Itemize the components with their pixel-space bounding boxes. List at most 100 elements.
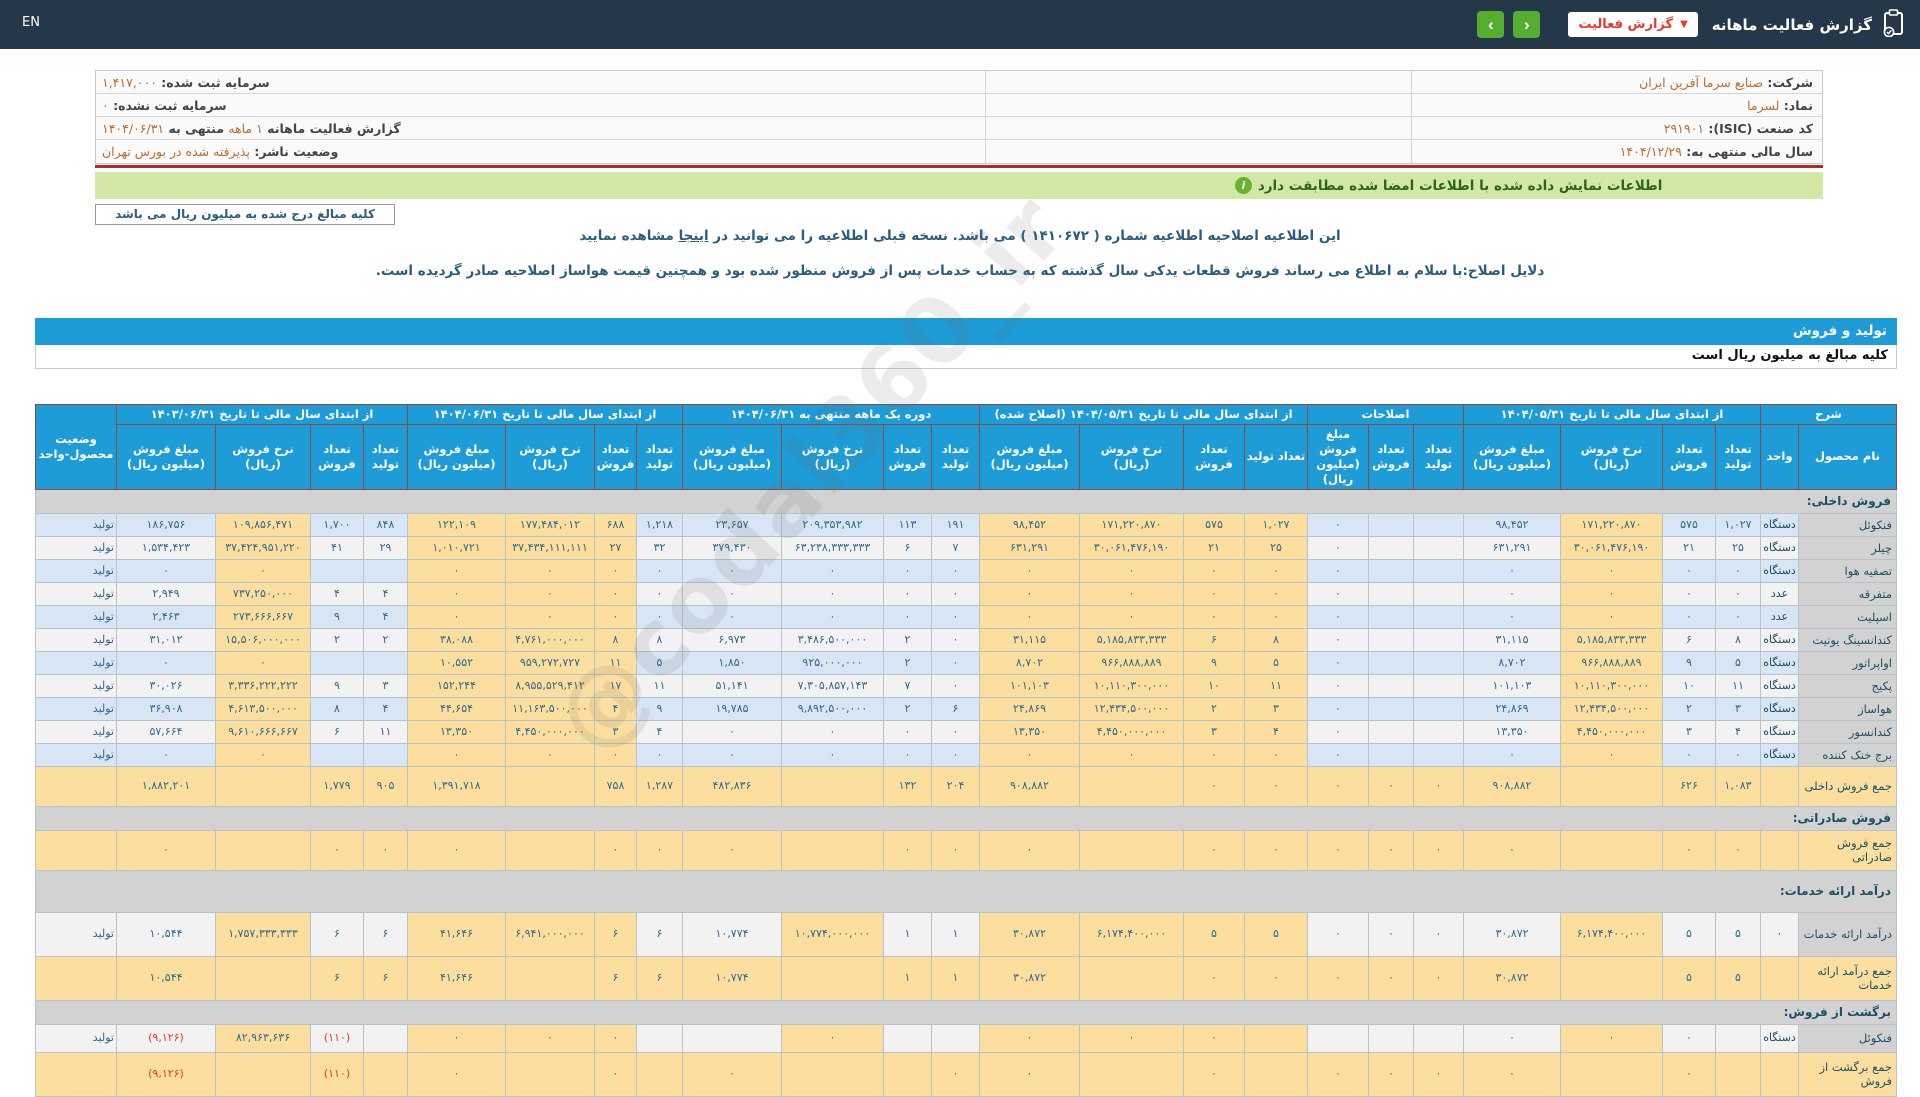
value-cell: ۴,۴۵۰,۰۰۰,۰۰۰ [1079,719,1184,744]
value-cell: ۲ [1183,696,1245,721]
value-cell [1368,673,1414,698]
value-cell: ۲۴,۸۶۹ [1463,696,1561,721]
total-row: جمع فروش داخلی ۱,۰۸۳ ۶۲۶ ۹۰۸,۸۸۲ ۰ ۰ ۰ ۰ ۰ ۹۰۸… [35,765,1897,807]
value-cell: ۴ [310,581,364,606]
value-cell: ۱۵۲,۲۴۴ [407,673,506,698]
column-header: تعداد تولید [1244,423,1308,490]
group-header: از ابتدای سال مالی تا تاریخ ۱۴۰۴/۰۶/۳۱ [407,404,683,425]
value-cell: ۲۱ [1183,535,1245,560]
value-cell: ۰ [1662,558,1716,583]
value-cell: ۰ [505,604,595,629]
value-cell: ۶۲۶ [1662,765,1716,807]
value-cell: ۱,۷۵۷,۳۳۳,۳۳۳ [215,911,311,957]
value-cell: ۰ [931,742,980,767]
unit-cell: دستگاه [1760,1023,1799,1053]
column-header: تعداد تولید [931,423,980,490]
amendment-note-post: مشاهده نمایید [579,228,679,244]
value-cell [1368,558,1414,583]
value-cell [1368,696,1414,721]
value-cell [1413,1023,1464,1053]
value-cell: ۰ [979,829,1080,871]
product-name-cell: فنکوئل [1798,512,1897,537]
status-cell: تولید [35,627,117,652]
value-cell: ۰ [407,829,506,871]
previous-version-link[interactable]: اینجا [678,228,709,244]
value-cell [1079,765,1184,807]
unit-cell: ۰ [1760,911,1799,957]
language-switch-en[interactable]: EN [22,15,40,30]
value-cell: ۰ [215,742,311,767]
value-cell: ۳,۴۸۶,۵۰۰,۰۰۰ [781,627,884,652]
value-cell: ۱۰,۵۴۴ [116,955,216,1001]
value-cell [1079,955,1184,1001]
value-cell: ۱۰ [1183,673,1245,698]
value-cell: ۸,۹۵۵,۵۲۹,۴۱۲ [505,673,595,698]
unit-cell: دستگاه [1760,512,1799,537]
value-cell: ۴ [363,696,408,721]
table-row: اواپراتور دستگاه ۵ ۹ ۹۶۶,۸۸۸,۸۸۹ ۸,۷۰۲ ۰ ۵ ۹ ۹۶۶… [35,650,1897,675]
value-cell: ۷,۳۰۵,۸۵۷,۱۴۳ [781,673,884,698]
value-cell: ۳۰,۰۶۱,۴۷۶,۱۹۰ [1560,535,1663,560]
report-type-dropdown[interactable]: ▼ گزارش فعالیت [1568,12,1698,37]
value-cell: ۵۷۵ [1183,512,1245,537]
product-name-cell: اواپراتور [1798,650,1897,675]
group-header: شرح [1760,404,1897,425]
value-cell: ۱۰,۷۷۴ [682,911,782,957]
value-cell: ۰ [407,742,506,767]
value-cell: ۰ [1463,829,1561,871]
value-cell: ۰ [979,604,1080,629]
value-cell: ۰ [1244,829,1308,871]
value-cell: ۳۱,۰۱۲ [116,627,216,652]
value-cell: ۱,۸۵۰ [682,650,782,675]
prev-report-button[interactable]: ‹ [1513,11,1541,38]
product-name-cell: پکیج [1798,673,1897,698]
next-report-button[interactable]: › [1477,11,1505,38]
info-cell-left: وضعیت ناشر: پذیرفته شده در بورس تهران [102,144,339,159]
value-cell: ۰ [636,829,683,871]
value-cell: ۶ [1662,627,1716,652]
value-cell: ۱,۲۱۸ [636,512,683,537]
group-header: از ابتدای سال مالی تا تاریخ ۱۴۰۴/۰۵/۳۱ (… [979,404,1308,425]
status-cell: تولید [35,696,117,721]
product-name-cell: جمع فروش صادراتی [1798,829,1897,871]
value-cell: ۸ [594,627,637,652]
value-cell: ۱۱ [1244,673,1308,698]
value-cell: ۰ [407,1051,506,1097]
value-cell: ۰ [1307,696,1369,721]
value-cell: ۹۵۹,۲۷۲,۷۲۷ [505,650,595,675]
value-cell: ۰ [505,581,595,606]
value-cell: ۱,۳۹۱,۷۱۸ [407,765,506,807]
value-cell: ۰ [1307,1051,1369,1097]
value-cell: ۰ [116,650,216,675]
value-cell: ۷۵۸ [594,765,637,807]
value-cell: ۲۷ [594,535,637,560]
value-cell: ۸۲,۹۶۳,۶۳۶ [215,1023,311,1053]
value-cell: ۲۳,۶۵۷ [682,512,782,537]
value-cell: ۹۸,۴۵۲ [979,512,1080,537]
value-cell [1368,604,1414,629]
value-cell: ۳۷,۴۳۴,۱۱۱,۱۱۱ [505,535,595,560]
value-cell [505,765,595,807]
value-cell: ۳ [1715,696,1761,721]
value-cell: ۴,۴۵۰,۰۰۰,۰۰۰ [505,719,595,744]
value-cell [505,829,595,871]
value-cell: ۰ [1307,719,1369,744]
value-cell: ۳ [363,673,408,698]
value-cell: ۰ [682,1051,782,1097]
value-cell: ۵,۱۸۵,۸۳۳,۳۳۳ [1079,627,1184,652]
value-cell [1368,512,1414,537]
value-cell: ۸ [1715,627,1761,652]
product-name-cell: درآمد ارائه خدمات [1798,911,1897,957]
value-cell: ۶ [636,955,683,1001]
value-cell: ۱۱,۱۶۳,۵۰۰,۰۰۰ [505,696,595,721]
value-cell: ۰ [1560,604,1663,629]
value-cell [1079,1051,1184,1097]
value-cell: ۶ [363,955,408,1001]
value-cell: ۵ [1662,911,1716,957]
value-cell: ۰ [407,581,506,606]
value-cell [363,742,408,767]
